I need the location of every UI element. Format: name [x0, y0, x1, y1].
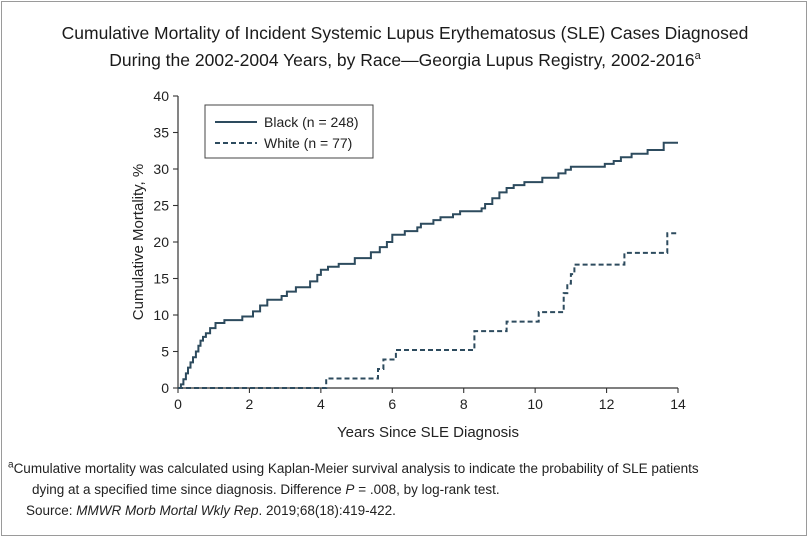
- footnote-source: Source: MMWR Morb Mortal Wkly Rep. 2019;…: [8, 500, 798, 521]
- y-axis-ticks: 0 5 10 15 20 25 30 35 40: [153, 88, 178, 396]
- x-tick-label: 0: [174, 396, 182, 412]
- x-tick-label: 8: [460, 396, 468, 412]
- footnote-line2: dying at a specified time since diagnosi…: [8, 479, 798, 500]
- legend: Black (n = 248) White (n = 77): [204, 104, 374, 159]
- footnote-text-line2-a: dying at a specified time since diagnosi…: [32, 482, 346, 497]
- chart-title-line2-text: During the 2002-2004 Years, by Race—Geor…: [109, 49, 695, 70]
- legend-label-black: Black (n = 248): [264, 114, 359, 130]
- title-footnote-marker: a: [694, 50, 701, 62]
- y-tick-label: 35: [153, 125, 169, 141]
- x-tick-label: 6: [388, 396, 396, 412]
- x-tick-label: 4: [317, 396, 325, 412]
- x-tick-label: 10: [527, 396, 543, 412]
- footnote: aCumulative mortality was calculated usi…: [8, 458, 798, 521]
- y-tick-label: 20: [153, 234, 169, 250]
- series-line-white: [178, 232, 678, 389]
- y-axis-label: Cumulative Mortality, %: [130, 164, 147, 320]
- legend-label-white: White (n = 77): [264, 135, 352, 151]
- footnote-text-line1: Cumulative mortality was calculated usin…: [13, 461, 699, 476]
- chart-title-line1: Cumulative Mortality of Incident Systemi…: [61, 23, 749, 43]
- footnote-line1: aCumulative mortality was calculated usi…: [8, 458, 798, 479]
- x-tick-label: 14: [670, 396, 686, 412]
- x-tick-label: 12: [599, 396, 615, 412]
- y-tick-label: 25: [153, 198, 169, 214]
- y-tick-label: 10: [153, 307, 169, 323]
- footnote-marker: a: [8, 459, 14, 471]
- legend-box: [204, 104, 374, 159]
- chart-title: Cumulative Mortality of Incident Systemi…: [0, 22, 810, 72]
- y-tick-label: 15: [153, 271, 169, 287]
- y-tick-label: 40: [153, 88, 169, 104]
- source-journal: MMWR Morb Mortal Wkly Rep: [76, 503, 259, 518]
- source-label: Source:: [26, 503, 77, 518]
- series-layer: [178, 141, 678, 389]
- y-tick-label: 30: [153, 161, 169, 177]
- x-tick-label: 2: [246, 396, 254, 412]
- footnote-text-line2-b: = .008, by log-rank test.: [354, 482, 500, 497]
- x-axis-label: Years Since SLE Diagnosis: [337, 424, 519, 441]
- x-axis-ticks: 0 2 4 6 8 10 12 14: [174, 388, 686, 412]
- y-tick-label: 5: [161, 344, 169, 360]
- footnote-p-symbol: P: [345, 482, 355, 497]
- series-line-black: [178, 141, 678, 389]
- source-citation: . 2019;68(18):419-422.: [258, 503, 396, 518]
- y-tick-label: 0: [161, 380, 169, 396]
- chart-title-line2: During the 2002-2004 Years, by Race—Geor…: [0, 45, 810, 72]
